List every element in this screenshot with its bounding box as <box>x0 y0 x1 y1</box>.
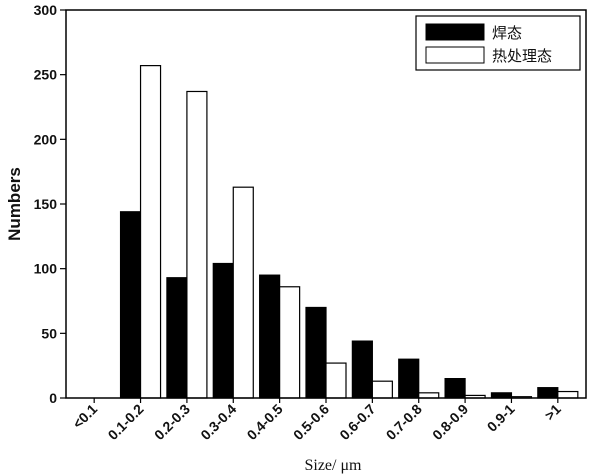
y-tick-label: 300 <box>34 2 58 18</box>
y-tick-label: 0 <box>49 390 57 406</box>
y-tick-label: 50 <box>41 325 57 341</box>
legend-swatch-series-0 <box>425 23 485 41</box>
x-tick-label: 0.9-1 <box>484 401 518 435</box>
legend-swatch-series-1 <box>425 46 485 64</box>
bar-series-1-5 <box>325 362 347 399</box>
bar-series-0-9 <box>490 392 513 399</box>
bar-series-1-3 <box>232 186 254 399</box>
bar-series-1-4 <box>279 286 301 399</box>
x-tick-label: 0.3-0.4 <box>197 401 239 443</box>
y-tick-label: 200 <box>34 131 58 147</box>
x-tick-label: 0.1-0.2 <box>105 401 147 443</box>
bar-series-0-6 <box>351 340 373 399</box>
bar-series-1-10 <box>557 390 579 399</box>
bar-series-1-6 <box>371 380 393 399</box>
y-tick-label: 250 <box>34 67 58 83</box>
x-tick-label: 0.7-0.8 <box>383 401 425 443</box>
plot-frame <box>65 9 587 399</box>
bar-series-1-2 <box>186 90 208 399</box>
bar-series-0-7 <box>398 358 420 399</box>
x-tick-label: >1 <box>541 401 564 424</box>
y-axis-title: Numbers <box>5 167 24 241</box>
x-axis-title: Size/ μm <box>304 457 362 474</box>
y-axis-ticks: 0 50 100 150 200 250 300 <box>34 2 66 406</box>
bar-series-0-10 <box>537 387 559 399</box>
x-tick-label: 0.2-0.3 <box>151 401 193 443</box>
legend: 焊态 热处理态 <box>415 15 581 71</box>
x-tick-label: 0.8-0.9 <box>429 401 471 443</box>
bar-series-0-4 <box>259 274 281 399</box>
bar-series-0-5 <box>305 306 327 399</box>
x-tick-label: 0.5-0.6 <box>290 401 332 443</box>
x-axis-ticks: <0.1 0.1-0.2 0.2-0.3 0.3-0.4 0.4-0.5 0.5-0.6 0… <box>69 398 564 443</box>
bars-group <box>119 65 579 399</box>
y-tick-label: 150 <box>34 196 58 212</box>
legend-label-series-0: 焊态 <box>492 24 522 42</box>
legend-label-series-1: 热处理态 <box>492 47 552 65</box>
x-tick-label: <0.1 <box>69 401 100 432</box>
x-tick-label: 0.4-0.5 <box>244 401 286 443</box>
bar-series-1-1 <box>139 65 162 399</box>
bar-series-0-2 <box>166 277 188 399</box>
x-tick-label: 0.6-0.7 <box>336 401 378 443</box>
bar-series-0-3 <box>212 262 234 399</box>
bar-series-1-7 <box>418 392 440 399</box>
bar-series-0-8 <box>444 378 466 399</box>
bar-series-0-1 <box>119 211 142 399</box>
y-tick-label: 100 <box>34 261 58 277</box>
